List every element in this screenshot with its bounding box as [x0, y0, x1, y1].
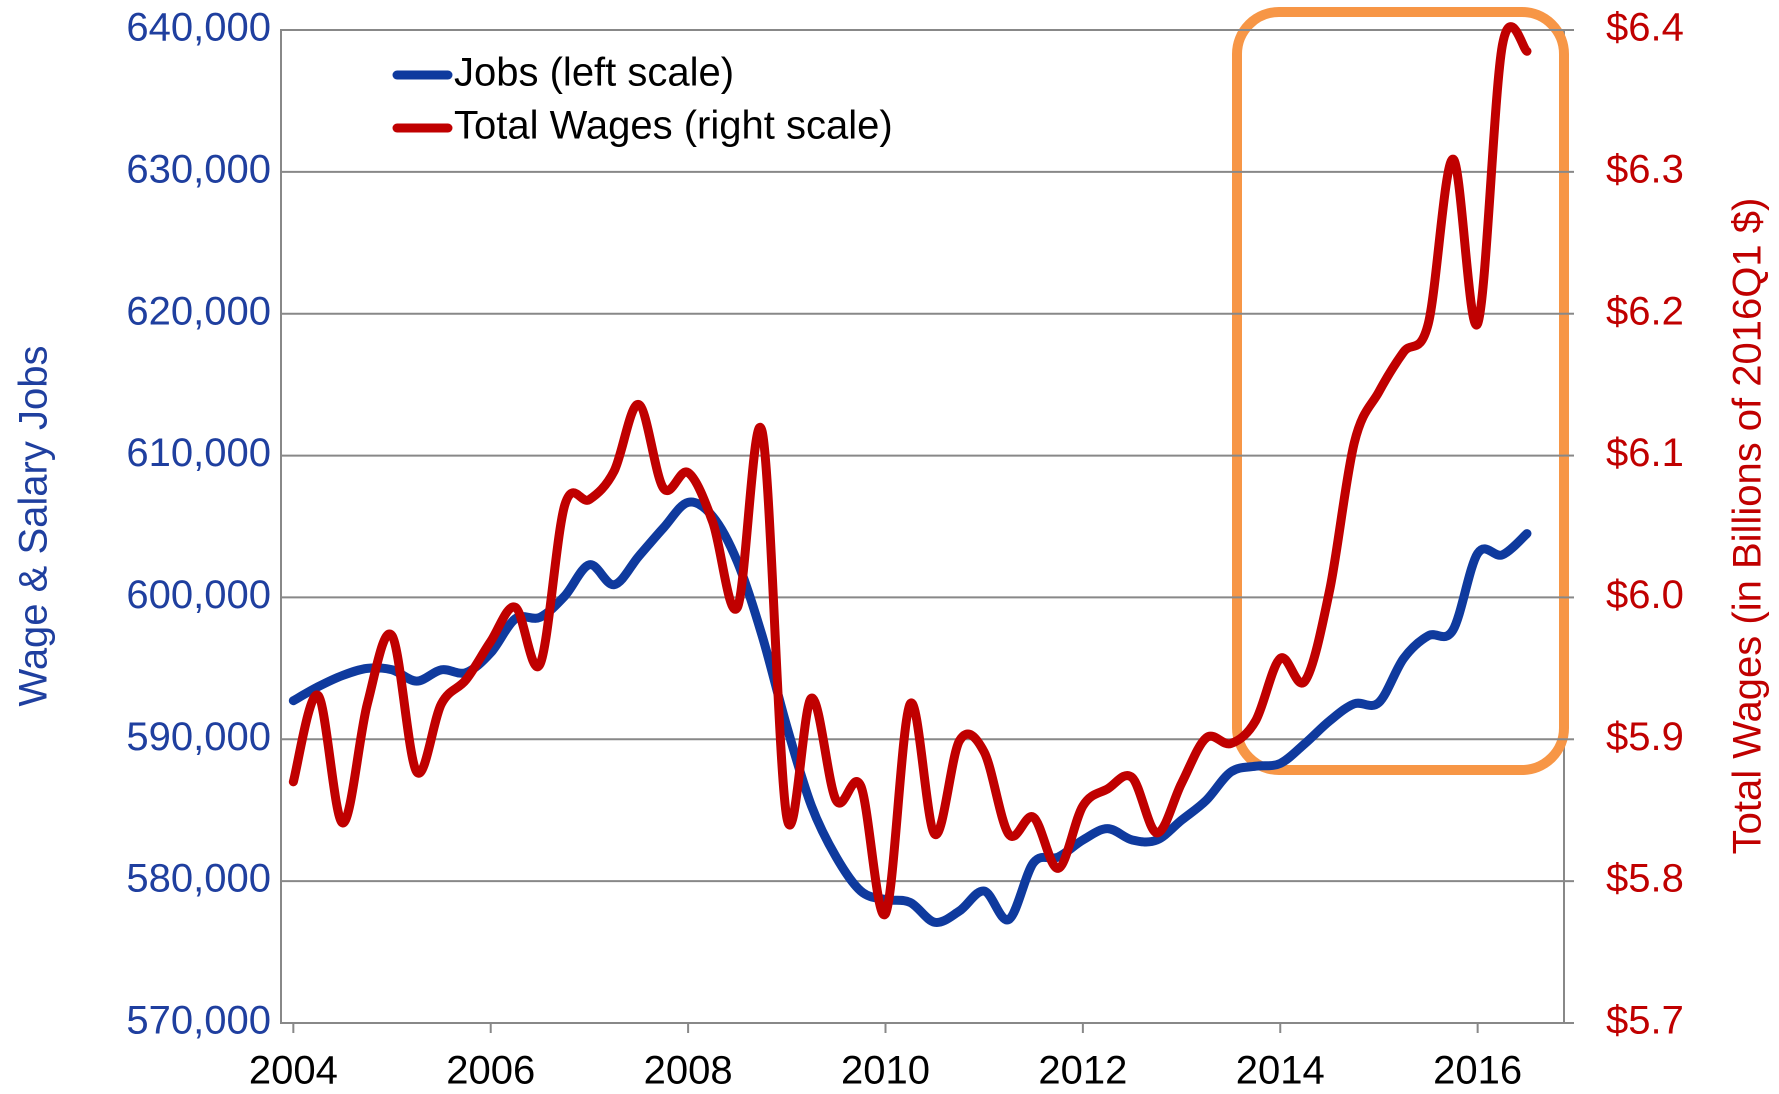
y-tick-label: 610,000 [126, 431, 271, 475]
series-line [288, 497, 1532, 927]
y2-tick-label: $6.4 [1606, 6, 1684, 50]
y2-tick-label: $6.3 [1606, 147, 1684, 191]
series-line [288, 22, 1532, 920]
plot-frame [280, 29, 1565, 1024]
y-tick-label: 640,000 [126, 6, 271, 50]
y2-tick-label: $6.0 [1606, 573, 1684, 617]
y2-tick-label: $5.9 [1606, 715, 1684, 759]
y2-tick-label: $5.7 [1606, 999, 1684, 1043]
x-tick-label: 2010 [841, 1049, 930, 1093]
y-tick-label: 590,000 [126, 715, 271, 759]
x-tick-label: 2012 [1038, 1049, 1127, 1093]
y2-tick-label: $6.2 [1606, 289, 1684, 333]
y-tick-label: 630,000 [126, 147, 271, 191]
x-tick-label: 2004 [249, 1049, 338, 1093]
x-tick-label: 2016 [1433, 1049, 1522, 1093]
x-tick-label: 2008 [644, 1049, 733, 1093]
y-tick-label: 620,000 [126, 289, 271, 333]
legend-label: Total Wages (right scale) [454, 104, 893, 148]
y2-axis-title: Total Wages (in Billions of 2016Q1 $) [1726, 198, 1770, 855]
y-tick-label: 570,000 [126, 999, 271, 1043]
y2-tick-label: $6.1 [1606, 431, 1684, 475]
highlight-box [1232, 7, 1569, 775]
legend-label: Jobs (left scale) [454, 51, 734, 95]
y-tick-label: 600,000 [126, 573, 271, 617]
x-tick-label: 2014 [1236, 1049, 1325, 1093]
x-tick-label: 2006 [446, 1049, 535, 1093]
y2-tick-label: $5.8 [1606, 857, 1684, 901]
y-axis-title: Wage & Salary Jobs [12, 346, 56, 707]
y-tick-label: 580,000 [126, 857, 271, 901]
